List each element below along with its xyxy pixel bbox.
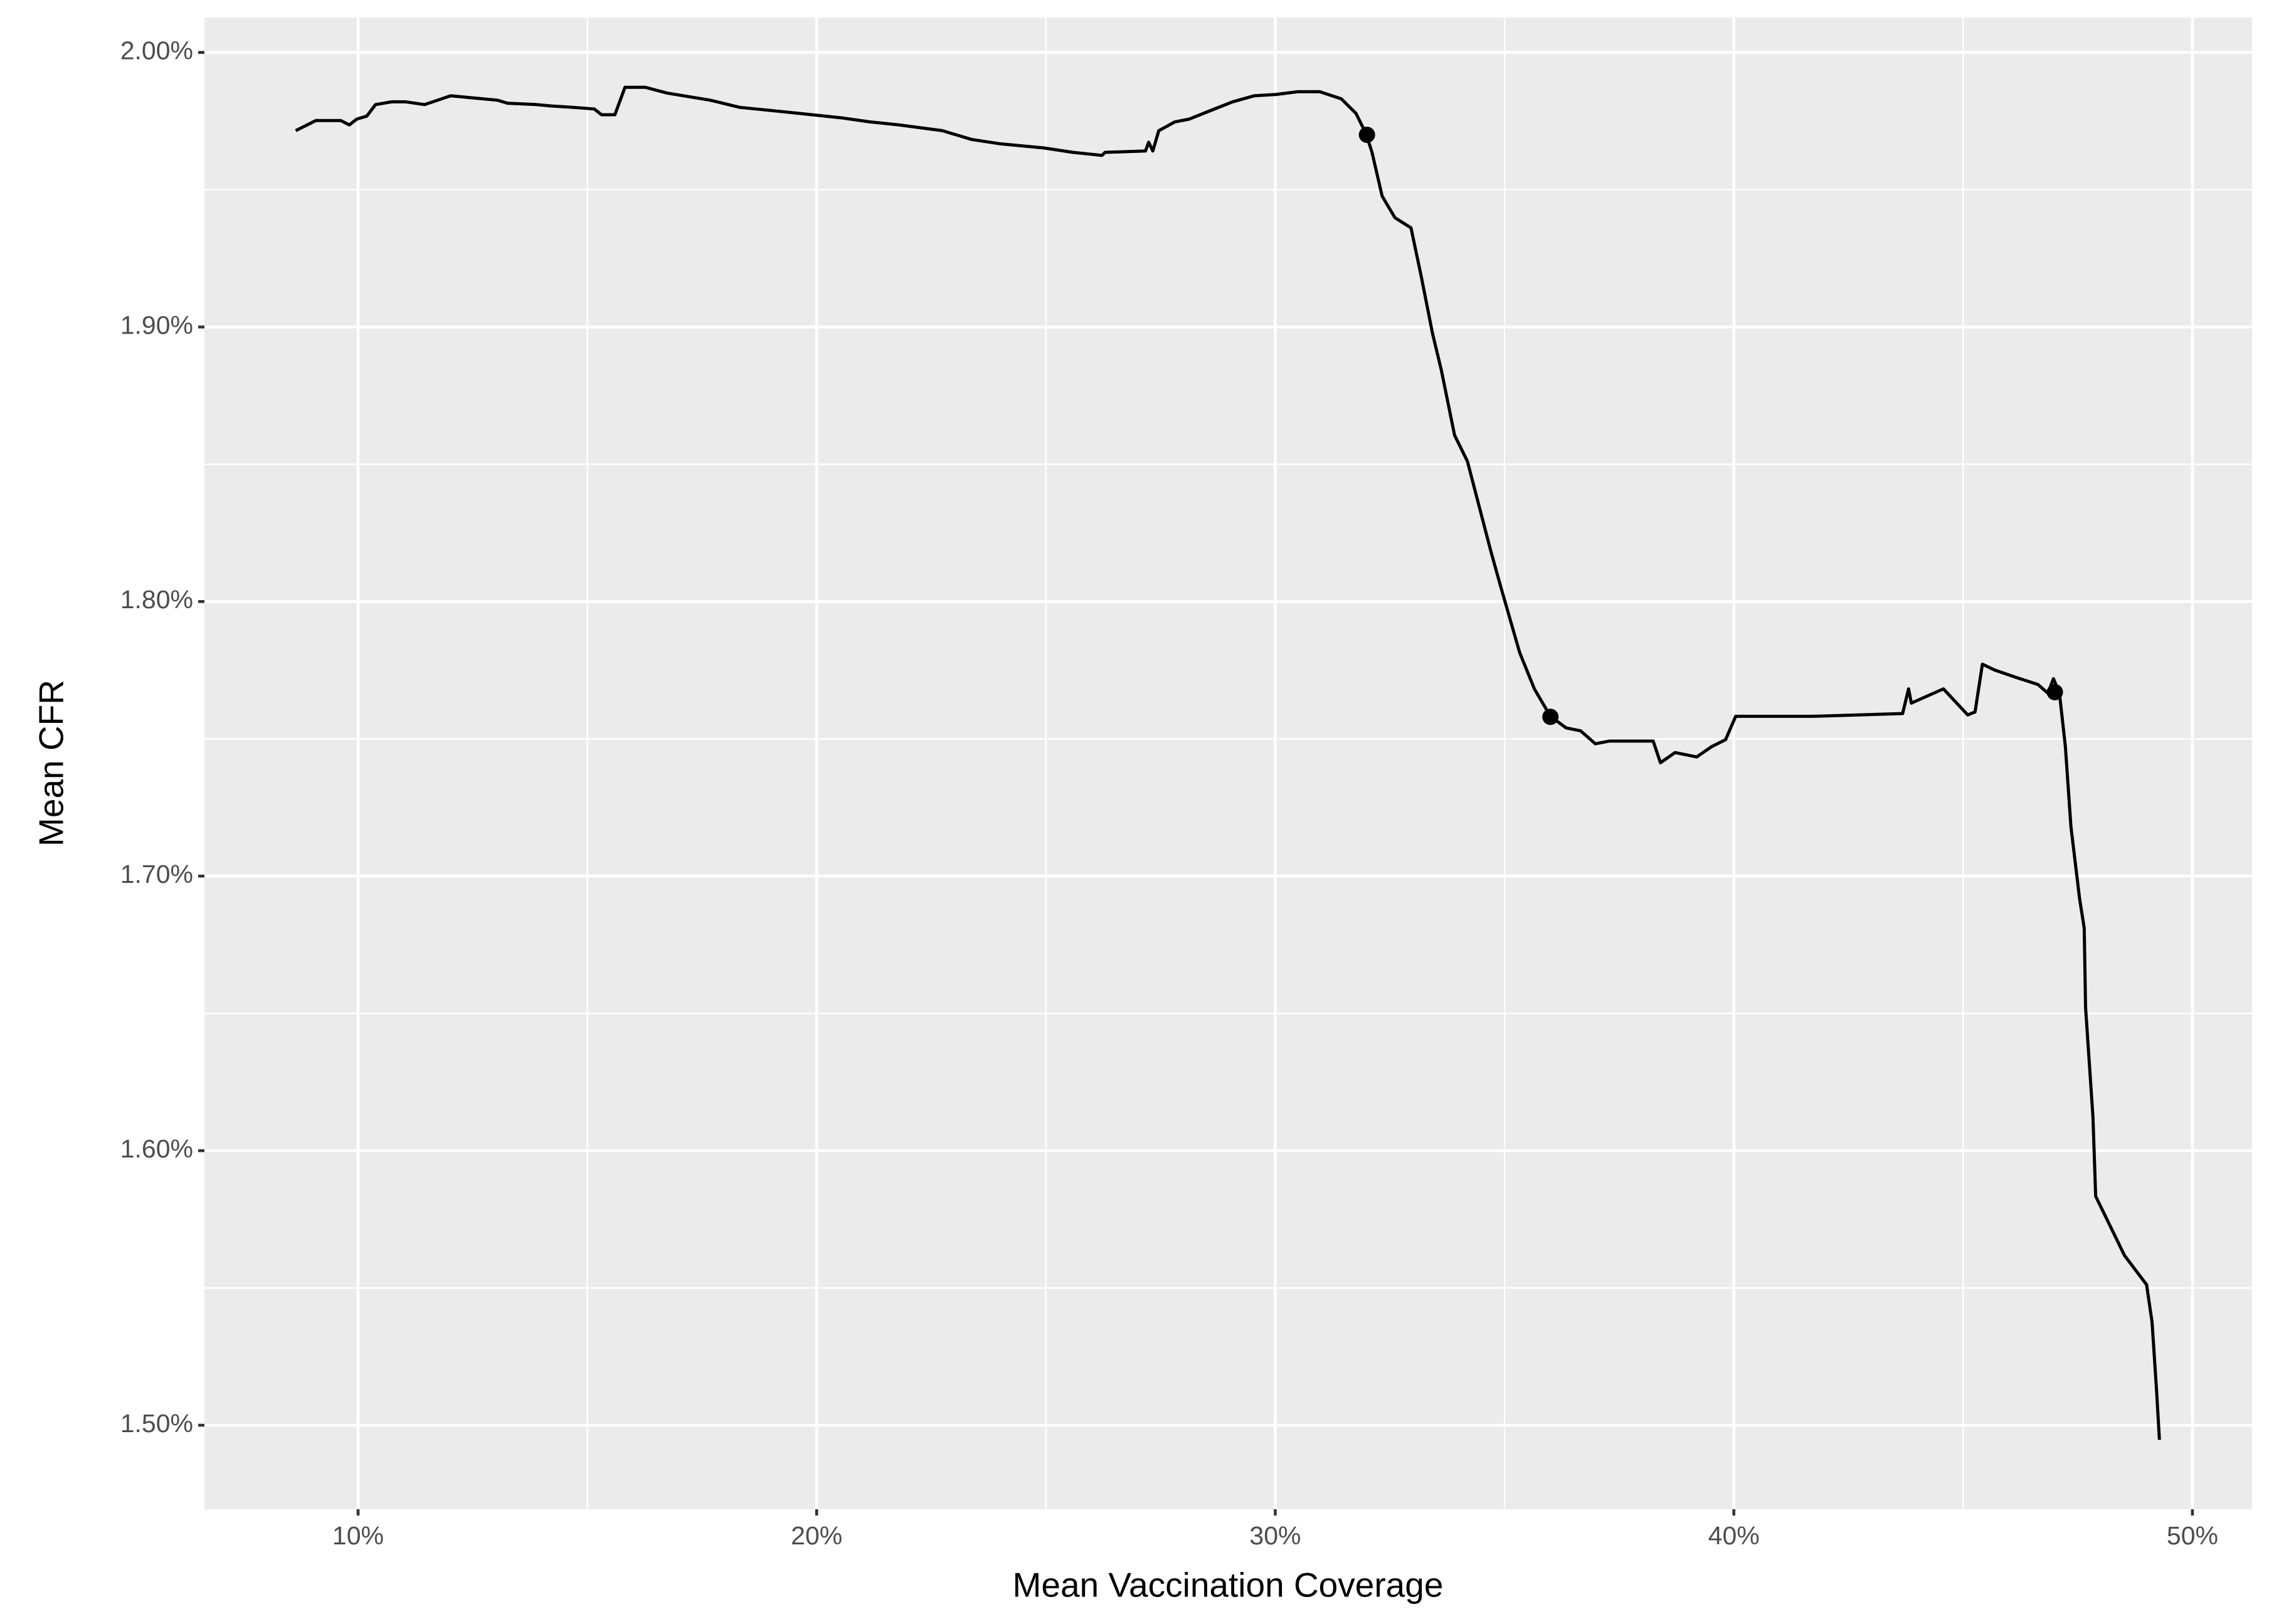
data-point: [1542, 709, 1559, 725]
x-axis-title: Mean Vaccination Coverage: [1013, 1566, 1444, 1605]
data-point: [2046, 683, 2063, 700]
y-tick-label: 2.00%: [120, 36, 193, 65]
y-tick-label: 1.90%: [120, 310, 193, 339]
x-tick-label: 10%: [332, 1521, 384, 1550]
y-tick-label: 1.50%: [120, 1409, 193, 1438]
x-tick-label: 20%: [791, 1521, 842, 1550]
x-tick-label: 30%: [1249, 1521, 1301, 1550]
plot-background: [204, 18, 2252, 1509]
x-tick-label: 50%: [2167, 1521, 2218, 1550]
x-tick-label: 40%: [1708, 1521, 1760, 1550]
plot-layer: [204, 18, 2252, 1509]
y-axis-title: Mean CFR: [32, 680, 71, 846]
y-tick-label: 1.80%: [120, 585, 193, 614]
y-tick-label: 1.70%: [120, 860, 193, 888]
data-line: [295, 85, 2161, 1440]
data-point: [1358, 126, 1375, 143]
y-tick-label: 1.60%: [120, 1134, 193, 1163]
